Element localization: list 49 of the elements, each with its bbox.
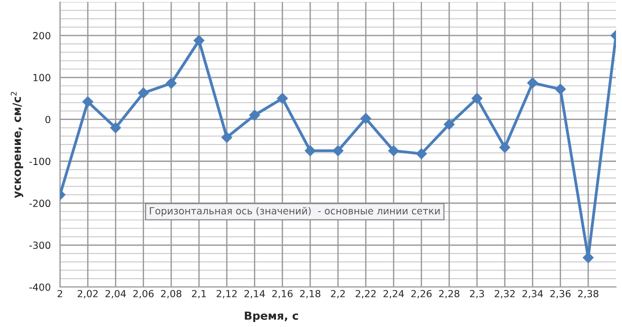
point: [221, 132, 232, 143]
x-tick-label: 2,22: [356, 290, 376, 298]
point: [304, 145, 316, 156]
x-tick-label: 2,16: [272, 290, 293, 298]
point: [472, 92, 482, 104]
x-tick-label: 2,38: [578, 290, 598, 298]
point: [194, 35, 204, 46]
x-tick-label: 2,36: [550, 290, 571, 298]
x-tick-label: 2,24: [383, 290, 404, 298]
x-tick-label: 2,26: [411, 290, 432, 298]
point: [332, 145, 344, 156]
point: [388, 145, 400, 156]
y-tick-label: 100: [33, 74, 50, 82]
x-tick-label: 2,34: [522, 290, 543, 298]
y-tick-label: -200: [29, 200, 50, 208]
x-tick-label: 2,08: [161, 290, 182, 298]
point: [138, 88, 149, 98]
x-tick-label: 2,14: [244, 290, 265, 298]
y-axis-title: ускорение, см/с$^{2}$: [10, 92, 24, 198]
x-tick-label: 2,32: [494, 290, 515, 298]
y-tick-label: -300: [29, 242, 50, 249]
x-tick-label: 2,1: [192, 290, 206, 298]
point: [416, 148, 427, 160]
point: [166, 78, 177, 89]
point: [554, 84, 566, 95]
point: [444, 118, 455, 130]
x-tick-label: 2,3: [470, 290, 484, 298]
x-tick-label: 2,06: [133, 290, 154, 298]
x-tick-label: 2,04: [105, 290, 126, 298]
point: [110, 122, 122, 134]
y-tick-label: 200: [33, 32, 50, 40]
point: [82, 96, 94, 108]
point: [499, 142, 510, 153]
y-tick-label: -100: [29, 158, 50, 166]
y-tick-label: -400: [29, 283, 50, 291]
point: [582, 252, 594, 264]
x-tick-label: 2,2: [330, 290, 345, 298]
point: [276, 92, 288, 104]
x-tick-label: 2: [58, 290, 62, 298]
point: [249, 110, 260, 121]
point: [360, 113, 372, 124]
x-tick-label: 2,28: [439, 290, 460, 298]
x-tick-label: 2,18: [300, 290, 320, 298]
y-tick-label: 0: [45, 116, 50, 124]
x-tick-label: 2,02: [78, 290, 98, 298]
annotation: Горизонтальная ось (значений) - основные линии сетки: [150, 206, 440, 216]
x-tick-label: 2,12: [216, 290, 237, 298]
point: [527, 77, 538, 88]
x-axis-title: Время, с: [244, 312, 298, 322]
